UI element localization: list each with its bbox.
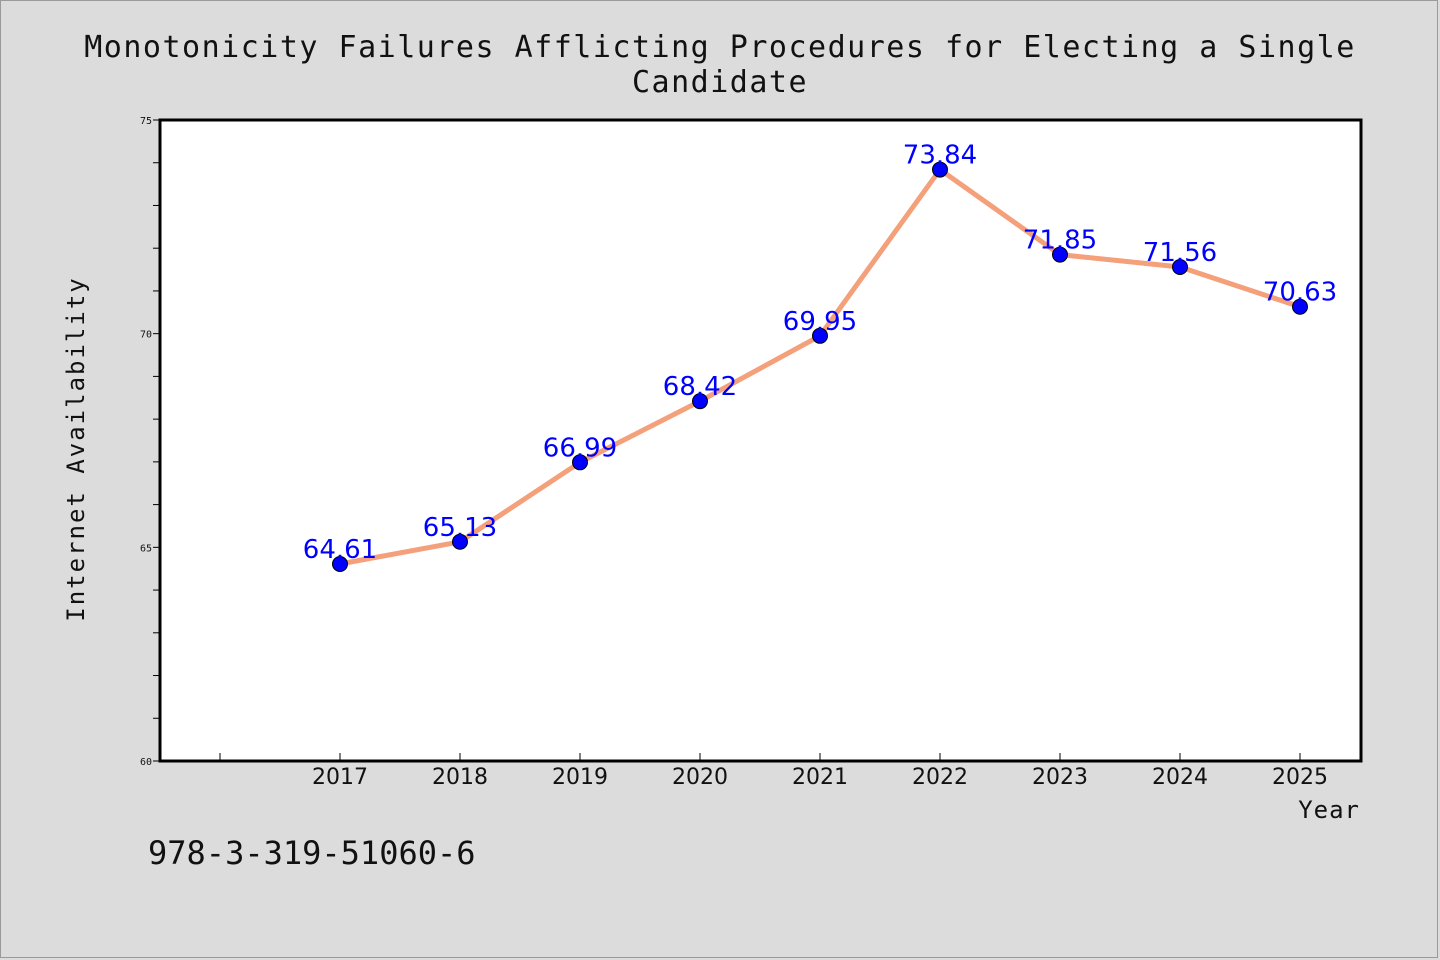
x-tick-label: 2021 <box>792 765 848 790</box>
x-tick-label: 2025 <box>1272 765 1328 790</box>
data-point <box>1172 259 1188 276</box>
marker-group <box>332 161 1308 572</box>
x-tick-label: 2023 <box>1032 765 1088 790</box>
data-point <box>1052 246 1068 263</box>
x-tick-label: 2019 <box>552 765 608 790</box>
plot-area <box>158 118 1363 763</box>
data-point <box>572 454 588 471</box>
data-label: 66.99 <box>543 433 617 463</box>
data-label: 71.85 <box>1023 226 1097 256</box>
x-tick-label: 2018 <box>432 765 488 790</box>
x-tick-label: 2017 <box>312 765 368 790</box>
x-tick-label: 2024 <box>1152 765 1208 790</box>
footer-isbn: 978-3-319-51060-6 <box>148 834 476 872</box>
y-tick-label: 70 <box>140 330 152 341</box>
data-label: 65.13 <box>423 513 497 543</box>
y-axis: 60 65 70 75 <box>140 116 160 768</box>
y-tick-label: 65 <box>140 543 152 554</box>
data-point <box>692 393 708 410</box>
data-label: 71.56 <box>1143 238 1217 268</box>
data-point <box>932 161 948 178</box>
y-tick-label: 75 <box>140 116 152 127</box>
x-tick-label: 2020 <box>672 765 728 790</box>
data-point <box>812 327 828 344</box>
data-point <box>452 533 468 550</box>
data-label: 70.63 <box>1263 278 1337 308</box>
data-point <box>332 555 348 572</box>
chart-title: Monotonicity Failures Afflicting Procedu… <box>84 30 1356 100</box>
data-label: 64.61 <box>303 535 377 565</box>
x-axis-label: Year <box>1298 796 1360 824</box>
data-label-group: 64.61 65.13 66.99 68.42 69.95 73.84 71.85 71.56… <box>303 141 1337 565</box>
x-axis: 2017 2018 2019 2020 2021 2022 2023 2024 2025 <box>219 753 1328 790</box>
y-axis-label: Internet Availability <box>62 276 90 622</box>
data-label: 68.42 <box>663 372 737 402</box>
data-point <box>1292 298 1308 315</box>
x-tick-label: 2022 <box>912 765 968 790</box>
data-label: 69.95 <box>783 307 857 337</box>
data-label: 73.84 <box>903 141 977 171</box>
y-tick-label: 60 <box>140 757 152 768</box>
